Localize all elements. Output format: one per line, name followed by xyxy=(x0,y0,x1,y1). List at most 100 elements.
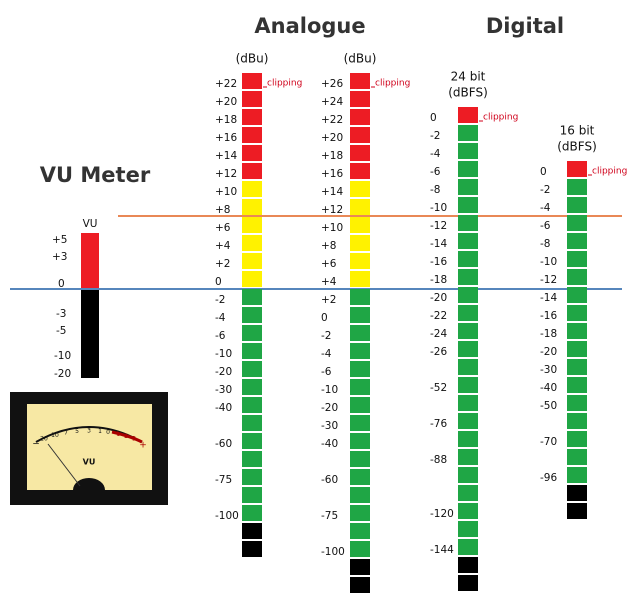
scale-label: -20 xyxy=(321,402,338,414)
scale-label: +2 xyxy=(215,258,230,270)
scale-label: +10 xyxy=(321,222,343,234)
meter-block xyxy=(242,73,262,89)
meter-block xyxy=(567,467,587,483)
scale-label: -8 xyxy=(430,184,440,196)
scale-label: +4 xyxy=(321,276,337,288)
scale-label: +22 xyxy=(215,78,237,90)
meter-block xyxy=(242,271,262,287)
scale-label: +12 xyxy=(321,204,343,216)
meter-block xyxy=(458,305,478,321)
scale-label: -4 xyxy=(215,312,226,324)
meter-header: (dBFS) xyxy=(557,140,597,154)
vu-scale-label: 0 xyxy=(58,278,65,290)
dial-scale-label: 10 xyxy=(51,432,59,439)
meter-block xyxy=(242,199,262,215)
meter-block xyxy=(350,379,370,395)
scale-label: -144 xyxy=(430,544,454,556)
meter-block xyxy=(458,431,478,447)
dial-scale-label: 1 xyxy=(116,431,120,438)
scale-label: +20 xyxy=(215,96,237,108)
scale-label: -50 xyxy=(540,400,557,412)
scale-label: -18 xyxy=(430,274,447,286)
meter-block xyxy=(350,415,370,431)
scale-label: -6 xyxy=(215,330,226,342)
scale-label: -30 xyxy=(321,420,338,432)
scale-label: +14 xyxy=(321,186,343,198)
scale-label: 0 xyxy=(215,276,222,288)
dial-scale-label: 5 xyxy=(75,428,79,435)
dial-plus: + xyxy=(139,441,147,451)
scale-label: -6 xyxy=(430,166,441,178)
scale-label: -4 xyxy=(540,202,551,214)
meter-block xyxy=(350,145,370,161)
vu-scale-label: -3 xyxy=(56,308,66,320)
meter-block xyxy=(350,469,370,485)
meter-block xyxy=(242,91,262,107)
scale-label: -70 xyxy=(540,436,557,448)
clipping-label: clipping xyxy=(592,167,627,177)
meter-block xyxy=(567,377,587,393)
scale-label: -40 xyxy=(540,382,557,394)
scale-label: -16 xyxy=(540,310,557,322)
meter-block xyxy=(458,197,478,213)
meter-block xyxy=(567,179,587,195)
meter-block xyxy=(242,451,262,467)
scale-label: -20 xyxy=(215,366,232,378)
meter-block xyxy=(567,305,587,321)
meter-block xyxy=(242,343,262,359)
scale-label: -26 xyxy=(430,346,447,358)
scale-label: -6 xyxy=(540,220,551,232)
meter-block xyxy=(350,91,370,107)
scale-label: +10 xyxy=(215,186,237,198)
scale-label: -16 xyxy=(430,256,447,268)
analogue-title: Analogue xyxy=(254,14,365,38)
scale-label: -30 xyxy=(540,364,557,376)
scale-label: -2 xyxy=(321,330,331,342)
meter-block xyxy=(350,73,370,89)
meter-block xyxy=(458,449,478,465)
meter-block xyxy=(567,161,587,177)
meter-block xyxy=(350,487,370,503)
vu-scale-label: -20 xyxy=(54,368,71,380)
scale-label: -88 xyxy=(430,454,447,466)
scale-label: -60 xyxy=(321,474,338,486)
scale-label: +24 xyxy=(321,96,343,108)
scale-label: +18 xyxy=(215,114,237,126)
meter-block xyxy=(458,251,478,267)
scale-label: -96 xyxy=(540,472,557,484)
meter-block xyxy=(242,109,262,125)
scale-label: -10 xyxy=(430,202,447,214)
scale-label: +8 xyxy=(321,240,336,252)
vu-scale-label: -5 xyxy=(56,325,66,337)
meter-block xyxy=(458,467,478,483)
scale-label: -120 xyxy=(430,508,454,520)
meter-block xyxy=(350,271,370,287)
meter-block xyxy=(567,341,587,357)
dial-label: VU xyxy=(83,458,96,467)
meter-block xyxy=(567,449,587,465)
scale-label: -2 xyxy=(540,184,550,196)
meter-header: 16 bit xyxy=(560,124,595,138)
clipping-label: clipping xyxy=(267,79,302,89)
vu-bar-title: VU xyxy=(83,218,98,230)
scale-label: -40 xyxy=(321,438,338,450)
scale-label: -75 xyxy=(215,474,232,486)
meter-block xyxy=(458,179,478,195)
scale-label: -52 xyxy=(430,382,447,394)
scale-label: -100 xyxy=(321,546,345,558)
meter-block xyxy=(458,323,478,339)
meter-block xyxy=(567,233,587,249)
meter-block xyxy=(567,395,587,411)
meter-block xyxy=(458,503,478,519)
vu-red-block xyxy=(81,233,99,288)
clipping-label: clipping xyxy=(375,79,410,89)
meter-block xyxy=(242,289,262,305)
dial-scale-label: 20 xyxy=(40,435,48,442)
scale-label: -100 xyxy=(215,510,239,522)
meter-block xyxy=(458,557,478,573)
dial-scale-label: 7 xyxy=(64,430,68,437)
meter-block xyxy=(350,127,370,143)
meter-block xyxy=(458,359,478,375)
scale-label: +26 xyxy=(321,78,343,90)
scale-label: +16 xyxy=(215,132,237,144)
